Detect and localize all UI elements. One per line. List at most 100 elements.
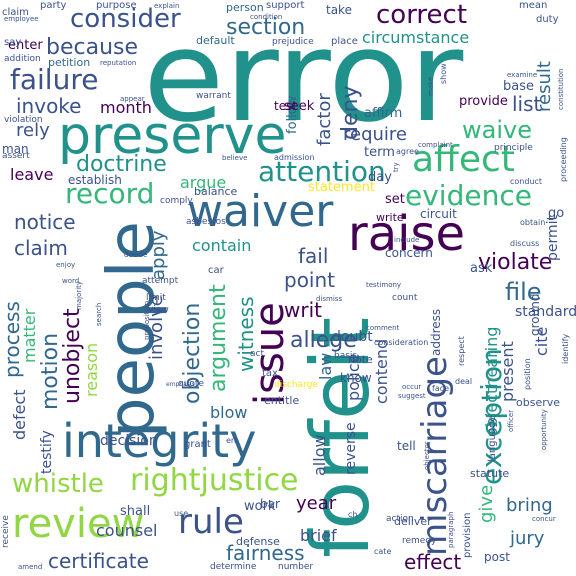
word-word: word (62, 277, 80, 285)
word-doctrine: doctrine (76, 152, 167, 177)
word-statement: statement (308, 180, 375, 195)
word-consideration: consideration (374, 338, 429, 347)
word-balance: balance (194, 185, 238, 198)
word-believe: believe (222, 154, 248, 162)
word-month: month (100, 98, 152, 117)
word-purpose: purpose (96, 0, 137, 11)
word-position: position (523, 358, 532, 390)
word-rightjustice: rightjustice (130, 463, 299, 498)
word-fairness: fairness (226, 541, 305, 565)
word-section: section (226, 15, 306, 40)
word-violation: violation (4, 115, 43, 125)
word-man: man (2, 142, 29, 156)
word-discuss: discuss (510, 239, 540, 248)
word-file: file (505, 278, 542, 306)
word-affect: affect (412, 139, 515, 180)
word-term: term (364, 145, 395, 160)
word-identify: identify (561, 333, 570, 364)
word-proceeding: proceeding (559, 137, 568, 182)
word-make: make (427, 76, 435, 96)
word-note: note (348, 353, 373, 366)
word-party: party (40, 0, 67, 11)
word-reputation: reputation (100, 59, 137, 67)
word-claim-small: claim (2, 7, 29, 18)
word-leave: leave (10, 165, 54, 184)
word-emphasis: emphasis (166, 381, 195, 388)
word-waiver: waiver (187, 186, 334, 237)
word-address: address (429, 308, 443, 356)
word-defense: defense (236, 535, 280, 548)
word-integrity: integrity (62, 414, 257, 468)
word-post: post (484, 550, 510, 564)
word-certificate: certificate (48, 549, 149, 573)
word-act: act (250, 349, 264, 359)
word-rely: rely (16, 120, 50, 141)
word-concern: concern (385, 246, 433, 260)
word-test: test (274, 99, 298, 113)
word-give: give (476, 484, 497, 523)
word-dismiss: dismiss (316, 295, 343, 303)
word-obtain: obtain (520, 218, 546, 227)
word-effect: effect (404, 550, 462, 574)
word-warrant: warrant (196, 91, 231, 101)
word-attention: attention (258, 155, 386, 188)
word-point: point (284, 268, 336, 292)
word-violate: violate (478, 250, 553, 275)
word-attempt: attempt (142, 276, 179, 286)
word-consider: consider (70, 4, 181, 34)
word-tell: tell (397, 439, 416, 453)
word-receive: receive (1, 515, 11, 548)
word-ask: ask (470, 261, 493, 276)
word-occur: occur (402, 383, 422, 391)
word-review: review (12, 501, 145, 547)
word-invoke: invoke (16, 94, 82, 118)
word-quote: quote (178, 379, 204, 389)
word-take: take (326, 3, 352, 17)
word-condition: condition (250, 13, 283, 21)
word-provide: provide (459, 94, 508, 109)
word-suggest: suggest (398, 392, 426, 400)
word-argue: argue (180, 173, 227, 192)
word-principle: principle (494, 143, 533, 153)
word-proposition: proposition (143, 300, 151, 340)
word-addition: addition (4, 54, 41, 64)
word-list: list (512, 92, 542, 116)
word-factor: factor (314, 93, 335, 146)
word-bar: bar (260, 497, 280, 511)
word-face: face (432, 384, 450, 393)
word-affirm: affirm (364, 106, 403, 121)
word-concur: concur (532, 515, 556, 523)
word-provision: provision (462, 512, 473, 559)
word-car: car (208, 265, 224, 276)
word-employee: employee (4, 15, 39, 23)
word-go: go (548, 206, 565, 221)
word-because: because (46, 35, 139, 60)
word-action: action (386, 514, 414, 524)
word-seek: seek (284, 99, 315, 114)
word-assert: assert (2, 151, 30, 161)
word-enter: enter (8, 38, 43, 53)
word-place: place (331, 36, 358, 47)
word-permit: permit (545, 214, 561, 261)
word-conduct: conduct (510, 177, 543, 186)
word-ground: ground (528, 293, 542, 336)
word-require: require (343, 124, 407, 145)
word-notice: notice (14, 210, 76, 234)
word-establish: establish (68, 173, 122, 187)
word-comply: comply (160, 196, 193, 206)
word-number: number (278, 562, 314, 572)
word-set: set (385, 192, 405, 207)
word-decision: decision (100, 433, 158, 449)
word-circumstance: circumstance (362, 28, 470, 47)
word-objector: objector (423, 441, 431, 470)
word-appear: appear (120, 95, 145, 103)
word-correct: correct (376, 0, 468, 30)
word-entitle: entitle (264, 394, 300, 407)
word-statute: statute (470, 467, 510, 480)
word-motion: motion (38, 332, 63, 410)
word-allege: allege (290, 328, 357, 353)
word-grant: grant (184, 439, 211, 450)
word-amend: amend (18, 563, 43, 571)
word-doubt: doubt (332, 329, 373, 345)
word-ch: ch (348, 510, 358, 519)
